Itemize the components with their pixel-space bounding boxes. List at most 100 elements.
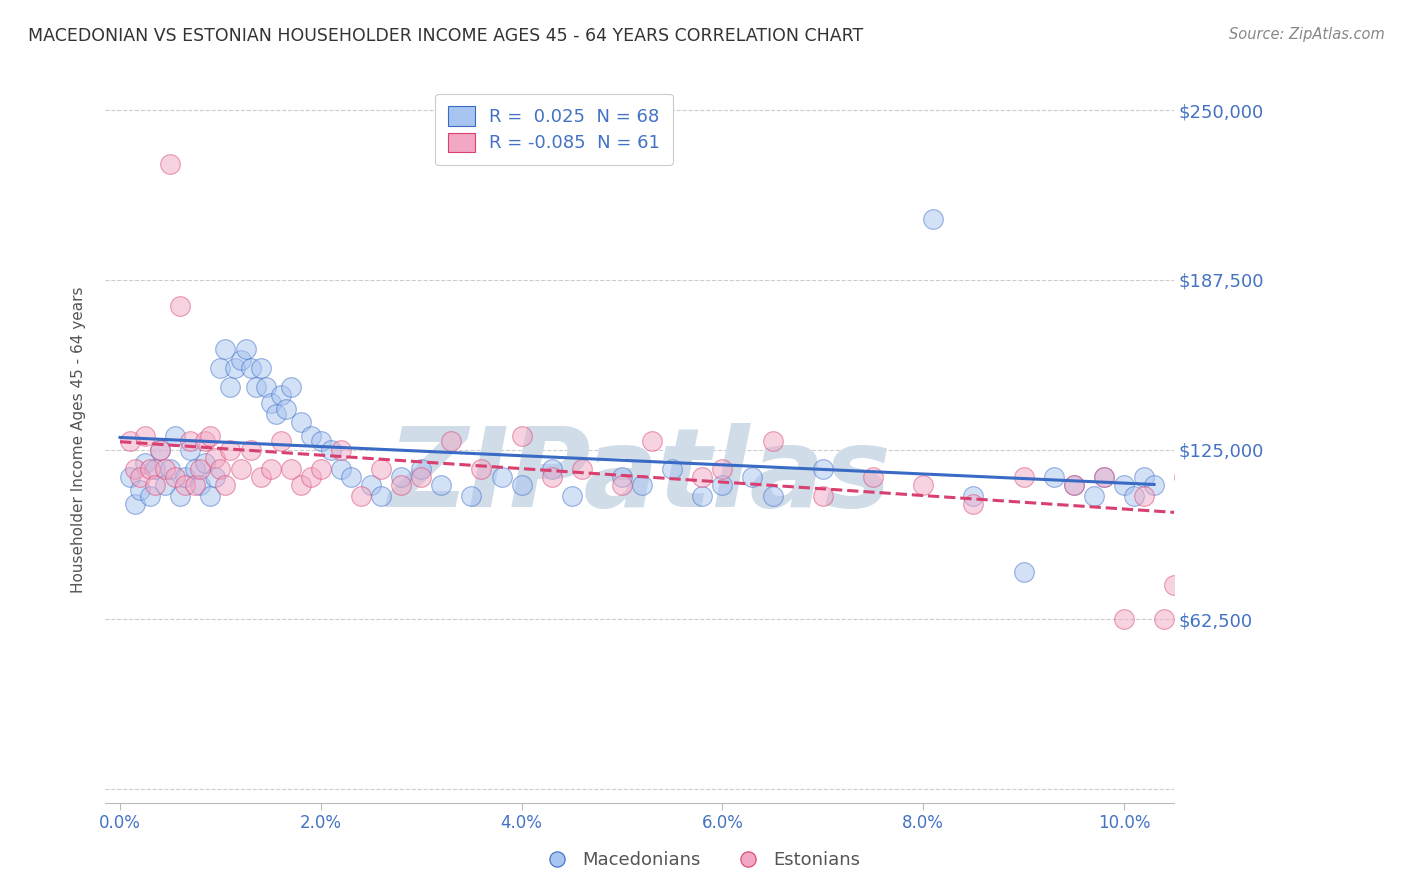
Text: ZIPatlas: ZIPatlas [388,423,891,530]
Point [1143,478,1166,492]
Point [200,489,222,503]
Point [149,442,172,457]
Point [239,361,262,376]
Point [179,434,201,449]
Point [270,434,292,449]
Point [159,157,181,171]
Point [862,469,884,483]
Point [309,434,332,449]
Point [254,380,277,394]
Point [129,483,152,498]
Point [120,434,142,449]
Point [169,299,191,313]
Point [962,489,984,503]
Point [571,461,593,475]
Point [319,442,342,457]
Point [235,342,257,356]
Y-axis label: Householder Income Ages 45 - 64 years: Householder Income Ages 45 - 64 years [72,286,86,593]
Point [1133,469,1156,483]
Point [143,478,166,492]
Point [1063,478,1085,492]
Point [340,469,363,483]
Point [912,478,935,492]
Point [159,461,181,475]
Point [249,361,271,376]
Point [1213,478,1236,492]
Point [661,461,683,475]
Point [299,429,322,443]
Point [219,442,242,457]
Point [1163,578,1185,592]
Point [139,489,162,503]
Point [1133,489,1156,503]
Point [690,489,713,503]
Point [761,489,783,503]
Point [370,489,392,503]
Point [209,361,232,376]
Point [155,478,177,492]
Point [491,469,513,483]
Point [214,478,236,492]
Point [470,461,492,475]
Point [179,442,201,457]
Point [174,469,197,483]
Point [389,478,412,492]
Point [540,469,562,483]
Point [430,478,453,492]
Point [124,461,146,475]
Point [264,407,287,421]
Point [165,429,187,443]
Point [134,456,156,470]
Point [1083,489,1105,503]
Point [561,489,583,503]
Point [280,461,302,475]
Point [610,469,633,483]
Point [229,352,252,367]
Point [120,469,142,483]
Point [165,469,187,483]
Point [690,469,713,483]
Point [1042,469,1064,483]
Point [259,461,281,475]
Point [711,461,734,475]
Point [124,497,146,511]
Point [711,478,734,492]
Point [1092,469,1115,483]
Point [811,461,834,475]
Legend: R =  0.025  N = 68, R = -0.085  N = 61: R = 0.025 N = 68, R = -0.085 N = 61 [436,94,673,165]
Point [922,211,945,226]
Point [239,442,262,457]
Point [370,461,392,475]
Point [249,469,271,483]
Legend: Macedonians, Estonians: Macedonians, Estonians [537,842,869,879]
Point [440,434,463,449]
Point [1063,478,1085,492]
Point [1153,612,1175,626]
Point [174,478,197,492]
Point [214,342,236,356]
Point [290,416,312,430]
Point [134,429,156,443]
Point [811,489,834,503]
Point [389,469,412,483]
Point [631,478,654,492]
Point [229,461,252,475]
Point [411,461,433,475]
Point [245,380,267,394]
Point [194,456,217,470]
Point [329,461,352,475]
Point [155,461,177,475]
Point [309,461,332,475]
Point [204,469,226,483]
Point [1012,565,1035,579]
Point [350,489,373,503]
Point [411,469,433,483]
Point [1204,469,1226,483]
Point [143,461,166,475]
Point [540,461,562,475]
Point [610,478,633,492]
Point [510,429,533,443]
Point [1123,489,1146,503]
Point [200,429,222,443]
Point [280,380,302,394]
